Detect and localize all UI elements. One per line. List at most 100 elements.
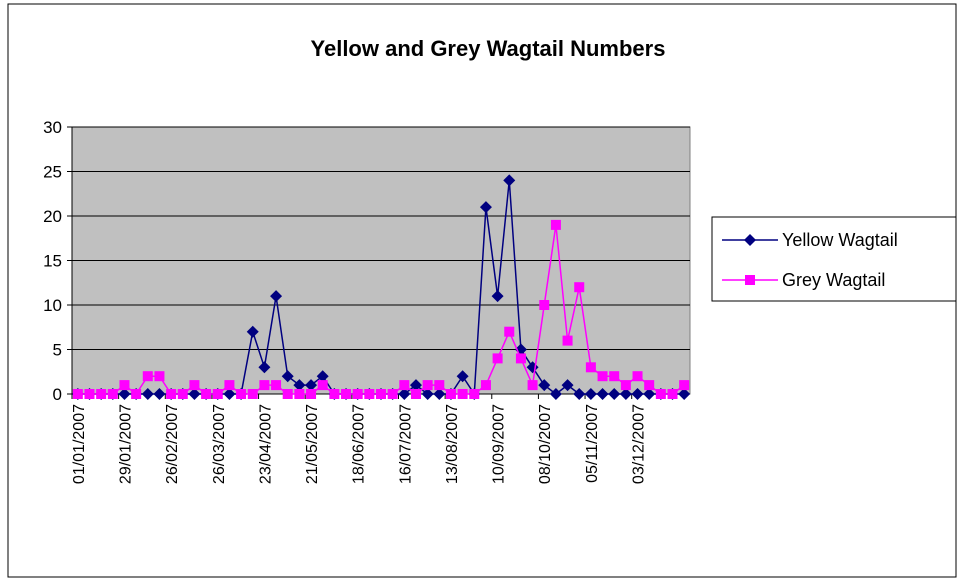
point (632, 371, 643, 382)
point (492, 353, 503, 364)
point (574, 282, 585, 293)
point (259, 380, 270, 391)
point (745, 275, 755, 285)
y-tick-label: 10 (43, 296, 62, 315)
point (434, 380, 445, 391)
point (596, 388, 609, 400)
x-tick-label: 26/03/2007 (211, 404, 228, 484)
point (515, 353, 526, 364)
point (154, 371, 165, 382)
point (282, 389, 293, 399)
point (166, 389, 177, 399)
point (456, 370, 469, 383)
point (305, 379, 318, 392)
point (549, 388, 562, 400)
x-tick-label: 21/05/2007 (304, 404, 321, 484)
point (503, 174, 516, 187)
point (479, 201, 492, 214)
point (744, 234, 756, 246)
point (433, 388, 446, 400)
point (247, 389, 258, 399)
legend-label: Grey Wagtail (782, 270, 885, 290)
point (409, 379, 422, 392)
point (131, 389, 142, 399)
point (96, 389, 107, 399)
point (141, 388, 154, 400)
x-tick-label: 16/07/2007 (397, 404, 414, 484)
point (246, 325, 259, 338)
point (538, 379, 551, 392)
x-tick-label: 08/10/2007 (537, 404, 554, 484)
point (562, 335, 573, 346)
legend-label: Yellow Wagtail (782, 230, 898, 250)
point (608, 388, 621, 400)
x-tick-label: 26/02/2007 (164, 404, 181, 484)
chart-title: Yellow and Grey Wagtail Numbers (311, 36, 666, 61)
x-tick-label: 23/04/2007 (257, 404, 274, 484)
point (480, 380, 491, 391)
point (224, 380, 235, 391)
point (421, 388, 434, 400)
y-tick-label: 20 (43, 207, 62, 226)
point (118, 388, 131, 400)
point (294, 389, 305, 399)
point (72, 389, 83, 399)
x-tick-label: 03/12/2007 (631, 404, 648, 484)
point (561, 379, 574, 392)
point (316, 370, 329, 383)
point (201, 389, 212, 399)
point (644, 380, 655, 391)
point (271, 380, 282, 391)
point (655, 389, 666, 399)
point (212, 389, 223, 399)
point (293, 379, 306, 392)
x-tick-label: 29/01/2007 (117, 404, 134, 484)
point (422, 380, 433, 391)
point (398, 388, 411, 400)
point (679, 380, 690, 391)
point (410, 389, 421, 399)
point (188, 388, 201, 400)
point (387, 389, 398, 399)
y-tick-label: 30 (43, 118, 62, 137)
point (376, 389, 386, 399)
x-tick-label: 18/06/2007 (351, 404, 368, 484)
point (84, 389, 95, 399)
point (585, 362, 596, 373)
legend-box (711, 216, 957, 302)
point (352, 389, 363, 399)
point (107, 389, 118, 399)
point (469, 389, 480, 399)
point (223, 388, 236, 400)
point (550, 219, 561, 230)
point (281, 370, 294, 383)
x-tick-label: 13/08/2007 (444, 404, 461, 484)
point (364, 389, 375, 399)
point (445, 389, 456, 399)
point (504, 326, 515, 337)
point (177, 389, 188, 399)
x-tick-label: 01/01/2007 (71, 404, 88, 484)
point (620, 380, 631, 391)
point (317, 380, 328, 391)
point (491, 290, 504, 303)
point (153, 388, 166, 400)
point (631, 388, 644, 400)
point (399, 380, 410, 391)
point (119, 380, 130, 391)
point (341, 389, 352, 399)
point (619, 388, 632, 400)
point (270, 290, 283, 303)
y-tick-label: 25 (43, 163, 62, 182)
point (643, 388, 656, 400)
point (142, 371, 153, 382)
point (584, 388, 597, 400)
point (667, 389, 678, 399)
x-tick-label: 05/11/2007 (584, 404, 601, 483)
y-tick-label: 5 (53, 341, 62, 360)
point (573, 388, 586, 400)
point (329, 389, 340, 399)
point (527, 380, 538, 391)
y-tick-label: 15 (43, 252, 62, 271)
